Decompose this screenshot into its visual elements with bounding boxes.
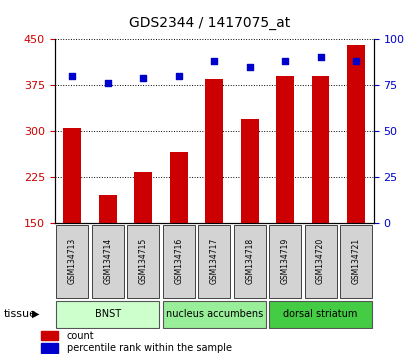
Text: nucleus accumbens: nucleus accumbens	[165, 309, 263, 319]
Text: GSM134720: GSM134720	[316, 238, 325, 284]
Bar	[134, 172, 152, 223]
Text: GSM134716: GSM134716	[174, 238, 183, 284]
Text: GSM134718: GSM134718	[245, 238, 254, 284]
Point	[317, 55, 324, 60]
Text: tissue: tissue	[4, 309, 37, 319]
Point	[140, 75, 147, 80]
Text: GSM134721: GSM134721	[352, 238, 360, 284]
Bar	[269, 301, 372, 328]
Bar	[163, 301, 265, 328]
Bar	[347, 45, 365, 223]
Point	[353, 58, 360, 64]
Bar	[205, 79, 223, 223]
Bar	[170, 153, 188, 223]
Bar	[127, 224, 159, 298]
Point	[69, 73, 76, 79]
Bar	[269, 224, 301, 298]
Point	[105, 80, 111, 86]
Bar	[92, 224, 124, 298]
Bar	[312, 76, 329, 223]
Text: ▶: ▶	[32, 309, 40, 319]
Point	[211, 58, 218, 64]
Text: GSM134719: GSM134719	[281, 238, 290, 284]
Text: GSM134715: GSM134715	[139, 238, 148, 284]
Text: dorsal striatum: dorsal striatum	[284, 309, 358, 319]
Bar	[41, 331, 58, 341]
Text: BNST: BNST	[95, 309, 121, 319]
Bar	[304, 224, 336, 298]
Bar	[234, 224, 265, 298]
Text: GSM134717: GSM134717	[210, 238, 219, 284]
Bar	[241, 119, 259, 223]
Bar	[99, 195, 117, 223]
Text: GDS2344 / 1417075_at: GDS2344 / 1417075_at	[129, 16, 291, 30]
Bar	[56, 224, 88, 298]
Text: percentile rank within the sample: percentile rank within the sample	[67, 343, 232, 353]
Point	[176, 73, 182, 79]
Bar	[340, 224, 372, 298]
Bar	[198, 224, 230, 298]
Point	[246, 64, 253, 69]
Text: GSM134713: GSM134713	[68, 238, 77, 284]
Text: GSM134714: GSM134714	[103, 238, 112, 284]
Bar	[163, 224, 195, 298]
Bar	[41, 343, 58, 353]
Text: count: count	[67, 331, 94, 341]
Bar	[63, 128, 81, 223]
Point	[282, 58, 289, 64]
Bar	[56, 301, 159, 328]
Bar	[276, 76, 294, 223]
